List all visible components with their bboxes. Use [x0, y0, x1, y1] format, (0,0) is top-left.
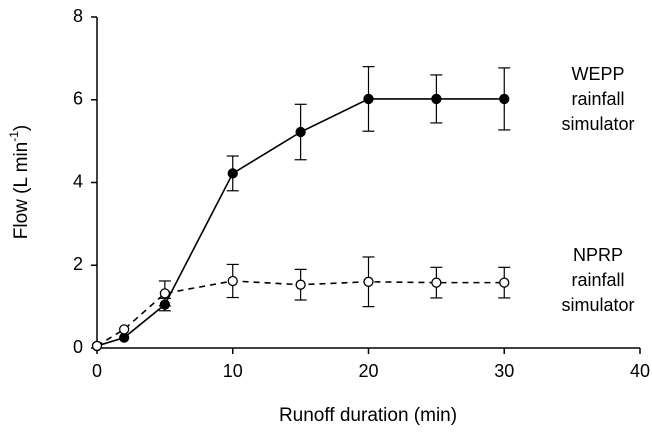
- series-line: [96, 98, 505, 347]
- data-point: [295, 126, 306, 138]
- y-tick-label: 8: [73, 6, 83, 26]
- data-point: [91, 340, 103, 352]
- x-tick-label: 0: [92, 361, 102, 381]
- data-point: [159, 288, 171, 299]
- data-point: [227, 275, 238, 287]
- series-label: WEPP: [571, 64, 624, 84]
- y-tick-label: 4: [73, 171, 83, 191]
- y-label-text: Flow (L min: [11, 142, 32, 239]
- series-label: simulator: [561, 114, 634, 134]
- y-axis-label: Flow (L min-1): [7, 125, 32, 239]
- data-point: [295, 279, 306, 290]
- y-tick-label: 6: [73, 89, 83, 109]
- data-point: [499, 93, 510, 105]
- series-line: [96, 280, 505, 347]
- data-point: [227, 168, 238, 179]
- y-label-close: ): [11, 125, 32, 131]
- x-tick-label: 20: [358, 361, 378, 381]
- y-tick-label: 0: [73, 337, 83, 357]
- x-axis-label: Runoff duration (min): [279, 405, 457, 426]
- series-label: NPRP: [573, 245, 623, 265]
- data-point: [499, 277, 510, 288]
- series-label: simulator: [561, 295, 634, 315]
- y-label-sup: -1: [7, 131, 21, 142]
- x-tick-label: 10: [223, 361, 243, 381]
- data-point: [431, 277, 442, 288]
- x-tick-label: 30: [494, 361, 514, 381]
- series-label: rainfall: [571, 270, 624, 290]
- data-point: [363, 93, 374, 105]
- x-tick-label: 40: [630, 361, 650, 381]
- data-point: [431, 93, 442, 105]
- data-point: [363, 276, 374, 287]
- y-tick-label: 2: [73, 254, 83, 274]
- data-point: [119, 324, 130, 335]
- series-label: rainfall: [571, 89, 624, 109]
